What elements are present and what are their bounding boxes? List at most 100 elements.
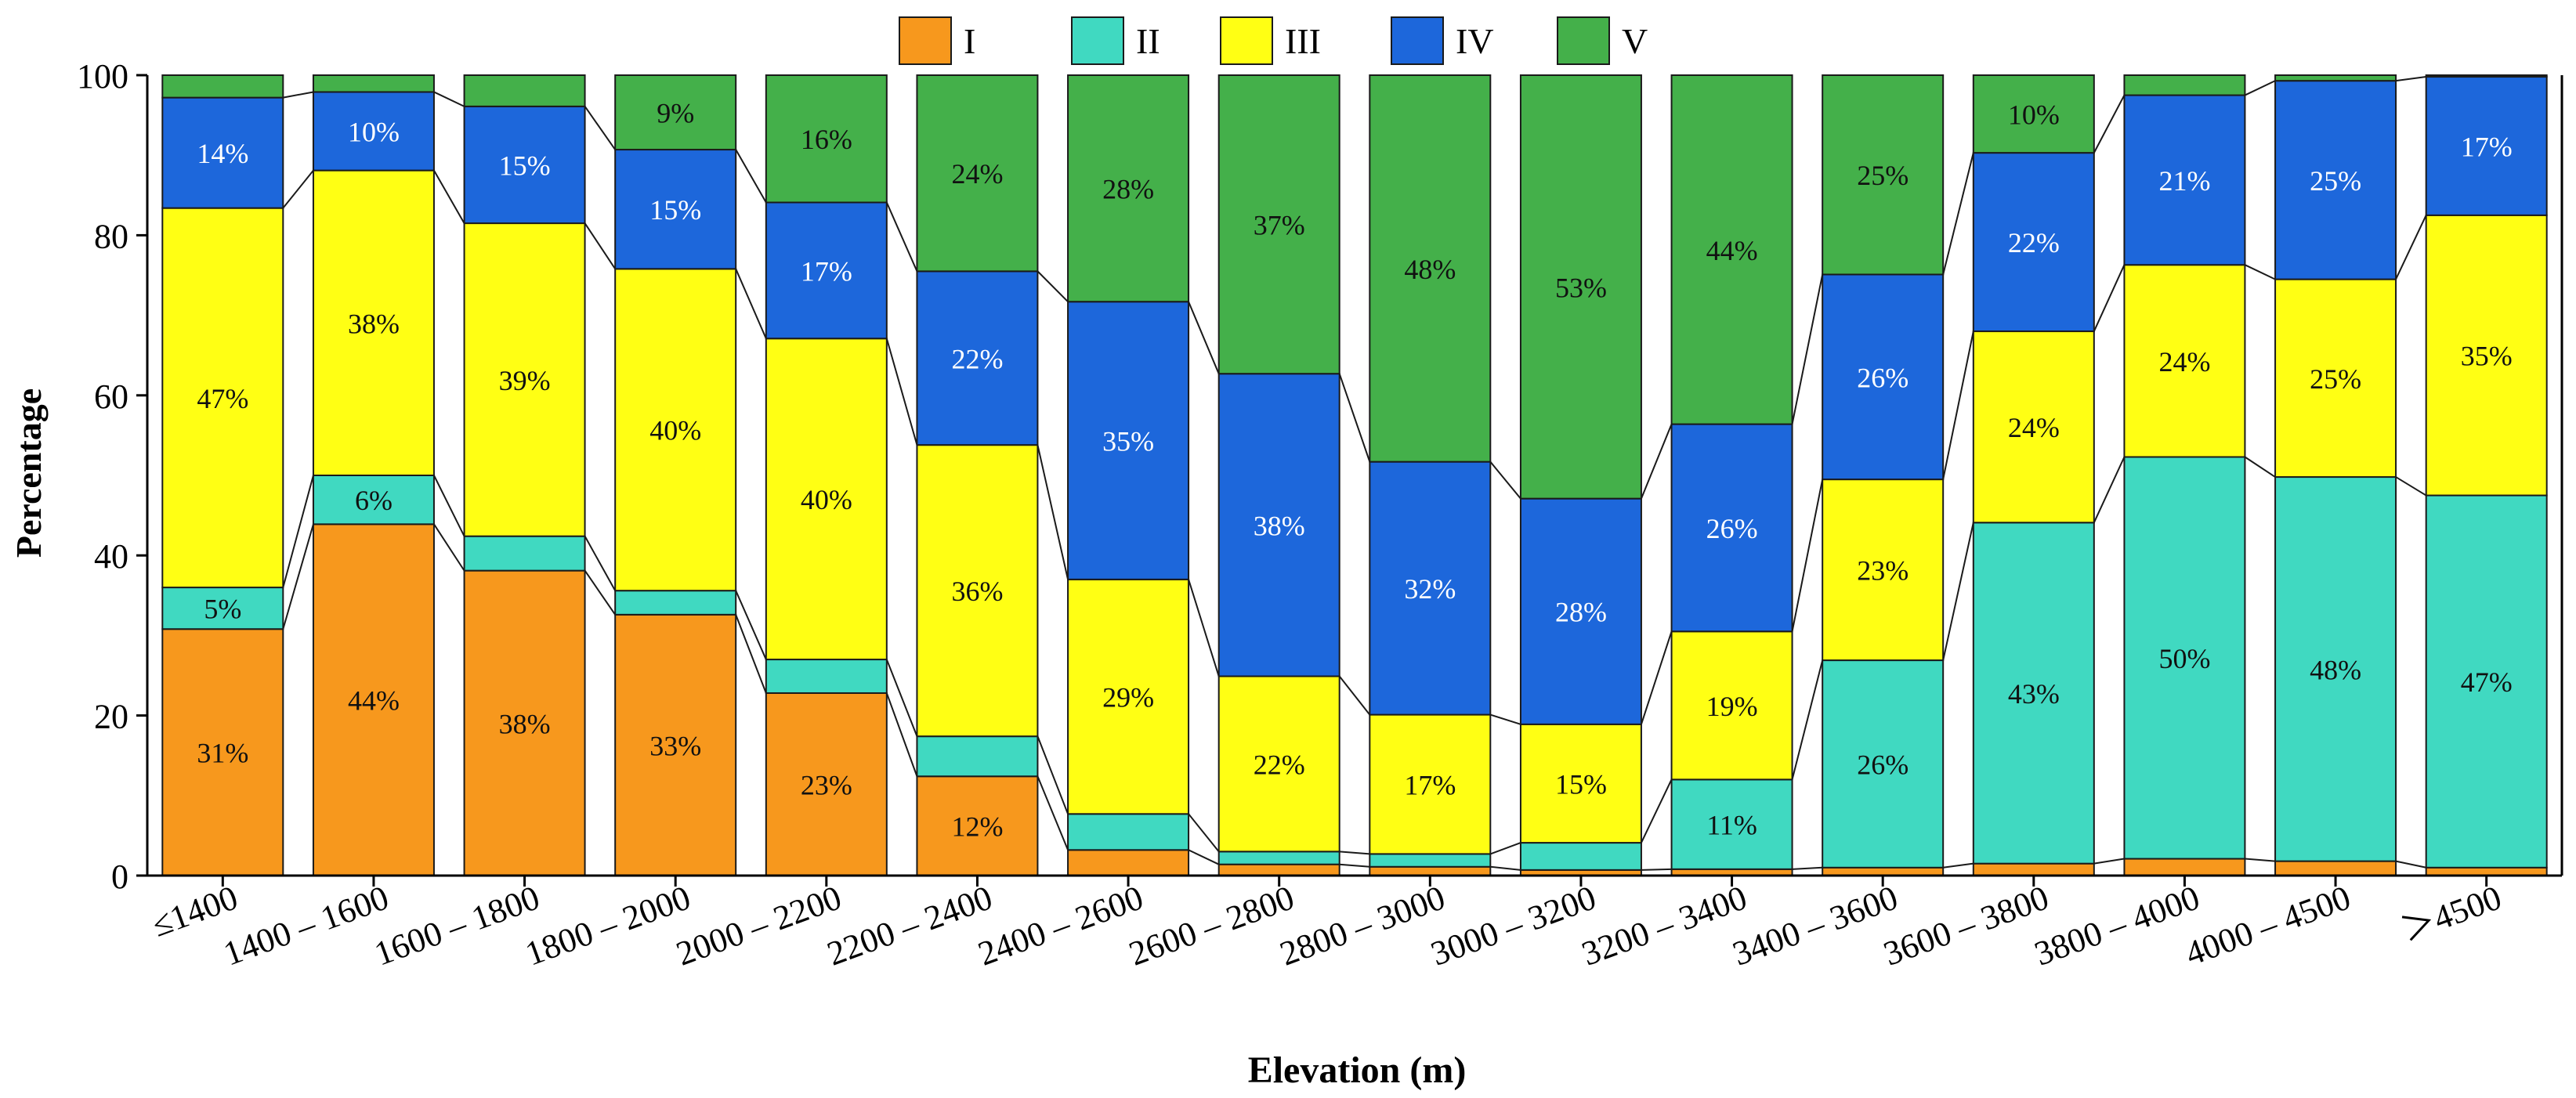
x-tick-label-1800-2000-3: 1800 – 2000 (520, 878, 695, 973)
bar-segment-ii-3000-3200-9 (1519, 842, 1642, 871)
data-label-iii-2600-2800-7: 22% (1254, 749, 1305, 780)
y-tick-label-20: 20 (94, 698, 128, 736)
data-label-iv-2400-2600-6: 35% (1102, 426, 1154, 457)
bar-segment-ii-4000-4500-14 (2274, 476, 2397, 862)
y-axis: 0 20 40 60 80 100 (77, 57, 2563, 896)
connector-line (885, 202, 918, 272)
y-axis-label: Percentage (9, 388, 49, 558)
bar-segment-v-2000-2200-4 (765, 74, 888, 204)
data-label-v-2400-2600-6: 28% (1102, 174, 1154, 205)
connector-line (1339, 863, 1370, 868)
bar-segment-iv-4500-15 (2425, 76, 2548, 216)
data-label-ii-3200-3400-10: 11% (1706, 810, 1757, 841)
bar-segment-v-3200-3400-10 (1670, 74, 1793, 425)
legend-swatch-iv (1391, 16, 1444, 65)
bar-segment-i-3800-4000-13 (2123, 858, 2246, 876)
bar-segment-ii-2000-2200-4 (765, 659, 888, 694)
legend-label-i: I (964, 21, 975, 61)
bar-segment-ii-2600-2800-7 (1217, 851, 1340, 865)
data-label-i-1400-1600-1: 44% (348, 685, 400, 717)
bar-segment-iv-3600-3800-12 (1972, 152, 2095, 333)
legend-label-iii: III (1285, 21, 1321, 61)
bar-segment-i-2200-2400-5 (916, 775, 1039, 876)
data-label-v-3200-3400-10: 44% (1706, 235, 1758, 266)
legend-label-ii: II (1136, 21, 1160, 61)
legend: I II III IV V (899, 16, 1648, 65)
connector-line (735, 614, 767, 694)
connector-line (885, 692, 918, 777)
bar-segment-v-4500-15 (2425, 74, 2548, 78)
connector-line (1791, 274, 1824, 424)
data-label-iv-1400-1600-1: 10% (348, 117, 400, 148)
data-label-iv-1400-0: 14% (197, 138, 248, 169)
data-label-iii-2000-2200-4: 40% (801, 484, 852, 515)
data-label-iii-1400-0: 47% (197, 383, 248, 414)
bar-segment-iii-1400-1600-1 (312, 169, 435, 476)
bar-segment-i-1400-0 (161, 628, 284, 876)
bar-segment-i-2600-2800-7 (1217, 863, 1340, 877)
y-tick-label-100: 100 (77, 57, 128, 96)
connector-line (584, 222, 617, 269)
connector-line (584, 106, 617, 150)
connector-line (1037, 735, 1069, 814)
connector-line (282, 524, 314, 630)
connector-line (2245, 858, 2276, 862)
connector-line (885, 338, 918, 446)
bar-segment-v-2800-3000-8 (1369, 74, 1492, 463)
x-tick-label-3800-4000-13: 3800 – 4000 (2029, 878, 2204, 973)
bar-segment-ii-2200-2400-5 (916, 735, 1039, 778)
bar-segment-ii-1800-2000-3 (614, 590, 737, 616)
x-tick-label-2400-2600-6: 2400 – 2600 (973, 878, 1148, 973)
y-tick-label-60: 60 (94, 377, 128, 416)
bar-segment-iii-4000-4500-14 (2274, 278, 2397, 479)
data-label-iii-2800-3000-8: 17% (1404, 769, 1456, 800)
data-label-iii-3200-3400-10: 19% (1706, 691, 1758, 722)
y-tick-label-0: 0 (111, 858, 128, 896)
bar-segment-iv-4000-4500-14 (2274, 80, 2397, 280)
data-label-v-1800-2000-3: 9% (657, 98, 694, 129)
y-tick-label-80: 80 (94, 217, 128, 255)
connector-line (282, 475, 314, 588)
bar-segment-iv-3800-4000-13 (2123, 94, 2246, 266)
bar-segment-v-2200-2400-5 (916, 74, 1039, 273)
connector-line (1490, 713, 1521, 725)
connector-line (1338, 675, 1371, 716)
connector-line (584, 570, 617, 616)
bar-segment-iv-3400-3600-11 (1822, 273, 1945, 481)
connector-line (433, 170, 465, 224)
data-label-i-1400-0: 31% (197, 738, 248, 769)
connector-line (433, 91, 465, 107)
x-tick-label-3000-3200-9: 3000 – 3200 (1426, 878, 1601, 973)
data-label-ii-1400-1600-1: 6% (355, 485, 393, 516)
legend-label-iv: IV (1456, 21, 1494, 61)
data-label-iv-3200-3400-10: 26% (1706, 513, 1758, 544)
x-tick-label-2000-2200-4: 2000 – 2200 (671, 878, 846, 973)
data-label-iii-2200-2400-5: 36% (951, 576, 1003, 607)
bar-segment-iv-1800-2000-3 (614, 149, 737, 270)
x-tick-label-3200-3400-10: 3200 – 3400 (1576, 878, 1751, 973)
bar-segment-v-3800-4000-13 (2123, 74, 2246, 96)
bar-segment-i-1800-2000-3 (614, 613, 737, 876)
data-label-i-1800-2000-3: 33% (649, 730, 701, 761)
x-tick-label-2200-2400-5: 2200 – 2400 (822, 878, 997, 973)
bar-segment-v-3600-3800-12 (1972, 74, 2095, 154)
bar-segment-iii-1400-0 (161, 207, 284, 589)
bar-segment-v-1800-2000-3 (614, 74, 737, 151)
data-label-i-2000-2200-4: 23% (801, 769, 852, 800)
data-label-iv-2000-2200-4: 17% (801, 255, 852, 287)
bar-segment-ii-2800-3000-8 (1369, 853, 1492, 868)
connector-line (1791, 659, 1824, 780)
connector-line (1338, 373, 1371, 462)
data-label-ii-4500-15: 47% (2461, 666, 2513, 698)
connector-line (2395, 476, 2427, 497)
bar-segment-i-2800-3000-8 (1369, 865, 1492, 877)
legend-swatch-i (899, 16, 952, 65)
connector-line (1037, 444, 1069, 580)
connector-line (1037, 775, 1069, 851)
bar-segment-i-4500-15 (2425, 866, 2548, 877)
data-label-iv-4000-4500-14: 25% (2310, 165, 2361, 197)
data-label-iv-3000-3200-9: 28% (1555, 597, 1607, 628)
x-axis-label: Elevation (m) (1248, 1049, 1467, 1091)
connector-line (885, 659, 918, 737)
